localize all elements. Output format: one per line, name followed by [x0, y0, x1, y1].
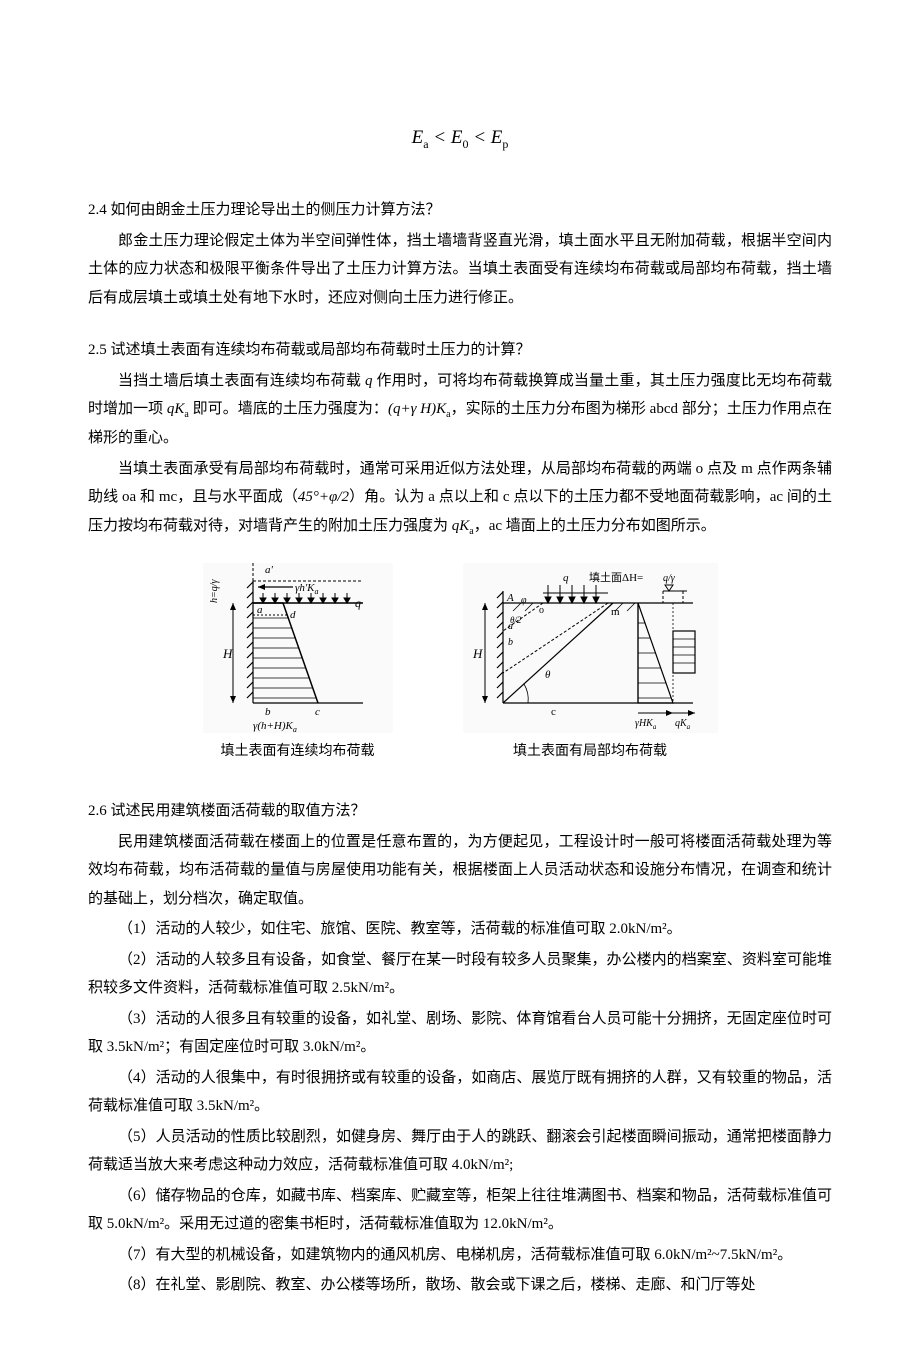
- svg-text:h=q/γ: h=q/γ: [209, 578, 220, 603]
- section-2-5-title: 2.5 试述填土表面有连续均布荷载或局部均布荷载时土压力的计算？: [88, 336, 832, 365]
- diagram-continuous-load: a' q γh'Ka a d: [203, 563, 393, 733]
- svg-text:θ: θ: [545, 669, 551, 681]
- svg-text:d: d: [290, 609, 296, 621]
- figure-right: q 填土面ΔH= q/γ o m A φ a b θ/2 θ: [463, 563, 718, 766]
- svg-text:θ/2: θ/2: [510, 615, 522, 625]
- svg-text:b: b: [508, 637, 513, 648]
- svg-text:a: a: [257, 604, 263, 616]
- section-2-6-item-8: （8）在礼堂、影剧院、教室、办公楼等场所，散场、散会或下课之后，楼梯、走廊、和门…: [88, 1271, 832, 1300]
- svg-text:c: c: [315, 706, 320, 718]
- svg-text:a': a': [265, 564, 274, 576]
- section-2-4-title: 2.4 如何由朗金土压力理论导出土的侧压力计算方法？: [88, 196, 832, 225]
- section-2-4-para-1: 郎金土压力理论假定土体为半空间弹性体，挡土墙墙背竖直光滑，填土面水平且无附加荷载…: [88, 227, 832, 313]
- formula-earth-pressure: Ea < E0 < Ep: [88, 120, 832, 156]
- svg-text:φ: φ: [521, 595, 527, 606]
- svg-text:填土面ΔH=: 填土面ΔH=: [589, 570, 643, 584]
- svg-text:c: c: [551, 706, 556, 718]
- svg-text:A: A: [506, 592, 514, 604]
- section-2-6-title: 2.6 试述民用建筑楼面活荷载的取值方法？: [88, 797, 832, 826]
- section-2-6-item-2: （2）活动的人较多且有设备，如食堂、餐厅在某一时段有较多人员聚集，办公楼内的档案…: [88, 946, 832, 1003]
- section-2-6-para-1: 民用建筑楼面活荷载在楼面上的位置是任意布置的，为方便起见，工程设计时一般可将楼面…: [88, 828, 832, 914]
- section-2-6-item-3: （3）活动的人很多且有较重的设备，如礼堂、剧场、影院、体育馆看台人员可能十分拥挤…: [88, 1005, 832, 1062]
- diagram-local-load: q 填土面ΔH= q/γ o m A φ a b θ/2 θ: [463, 563, 718, 733]
- svg-text:γ(h+H)Ka: γ(h+H)Ka: [253, 720, 297, 733]
- section-2-5-para-1: 当挡土墙后填土表面有连续均布荷载 q 作用时，可将均布荷载换算成当量土重，其土压…: [88, 367, 832, 453]
- figures-row: a' q γh'Ka a d: [88, 563, 832, 766]
- svg-text:q: q: [355, 596, 361, 610]
- section-2-6-item-1: （1）活动的人较少，如住宅、旅馆、医院、教室等，活荷载的标准值可取 2.0kN/…: [88, 915, 832, 944]
- svg-text:q: q: [563, 572, 569, 584]
- svg-text:b: b: [265, 706, 271, 718]
- svg-text:q/γ: q/γ: [663, 573, 676, 584]
- section-2-6-item-5: （5）人员活动的性质比较剧烈，如健身房、舞厅由于人的跳跃、翻滚会引起楼面瞬间振动…: [88, 1123, 832, 1180]
- section-2-6-item-4: （4）活动的人很集中，有时很拥挤或有较重的设备，如商店、展览厅既有拥挤的人群，又…: [88, 1064, 832, 1121]
- svg-text:m: m: [611, 606, 620, 618]
- svg-text:H: H: [222, 646, 233, 661]
- figure-left-caption: 填土表面有连续均布荷载: [203, 739, 393, 766]
- section-2-6-item-7: （7）有大型的机械设备，如建筑物内的通风机房、电梯机房，活荷载标准值可取 6.0…: [88, 1241, 832, 1270]
- figure-right-caption: 填土表面有局部均布荷载: [463, 739, 718, 766]
- svg-text:o: o: [539, 605, 544, 616]
- section-2-5-para-2: 当填土表面承受有局部均布荷载时，通常可采用近似方法处理，从局部均布荷载的两端 o…: [88, 455, 832, 541]
- svg-text:H: H: [472, 646, 483, 661]
- figure-left: a' q γh'Ka a d: [203, 563, 393, 766]
- section-2-6-item-6: （6）储存物品的仓库，如藏书库、档案库、贮藏室等，柜架上往往堆满图书、档案和物品…: [88, 1182, 832, 1239]
